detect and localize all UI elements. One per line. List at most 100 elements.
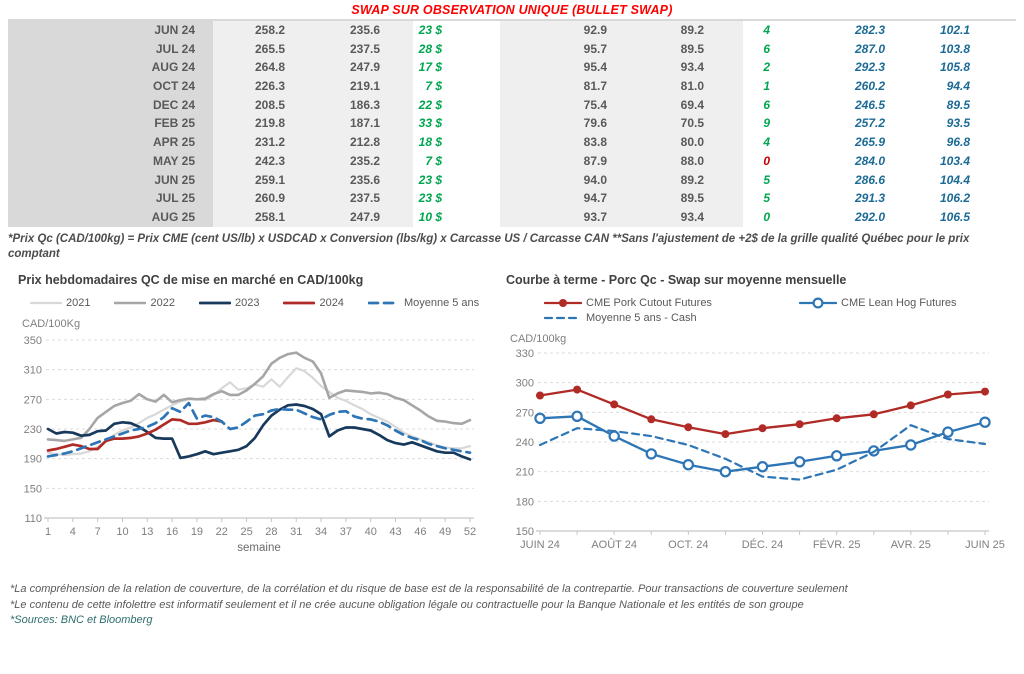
- row-month: JUN 25: [8, 170, 213, 190]
- svg-text:180: 180: [516, 497, 534, 509]
- row-value: 5: [763, 191, 770, 206]
- row-value: 92.9: [500, 21, 620, 40]
- svg-text:25: 25: [240, 526, 252, 538]
- row-value: 105.8: [939, 60, 970, 75]
- row-value: 10 $: [418, 209, 442, 224]
- svg-text:230: 230: [24, 424, 42, 436]
- row-value: 264.8: [213, 58, 298, 78]
- row-value: 258.1: [213, 207, 298, 227]
- svg-text:19: 19: [191, 526, 203, 538]
- row-value: 292.3: [854, 60, 885, 75]
- svg-text:JUIN 24: JUIN 24: [520, 539, 560, 551]
- svg-text:FÉVR. 25: FÉVR. 25: [813, 538, 861, 551]
- legend-label: Moyenne 5 ans: [403, 297, 480, 310]
- svg-text:13: 13: [141, 526, 153, 538]
- table-row: JUL 24 265.5 237.5 28 $ 95.7 89.5 6 287.0 103.8: [8, 39, 1016, 59]
- legend-item: 2024: [283, 297, 344, 309]
- svg-text:49: 49: [439, 526, 451, 538]
- row-value: 235.6: [298, 21, 413, 40]
- svg-text:JUIN 25: JUIN 25: [965, 539, 1005, 551]
- row-value: 260.9: [213, 189, 298, 208]
- svg-text:350: 350: [24, 335, 42, 347]
- row-value: 259.1: [213, 170, 298, 190]
- row-value: 80.0: [620, 133, 743, 152]
- row-month: JUL 24: [8, 39, 213, 59]
- table-row: APR 25 231.2 212.8 18 $ 83.8 80.0 4 265.9 96.8: [8, 133, 1016, 152]
- row-value: 231.2: [213, 133, 298, 152]
- row-value: 282.3: [854, 23, 885, 37]
- svg-text:52: 52: [464, 526, 476, 538]
- forward-chart-ylabel: CAD/100kg: [510, 333, 567, 346]
- row-value: 4: [763, 23, 770, 37]
- row-value: 9: [763, 116, 770, 131]
- svg-text:310: 310: [24, 365, 42, 377]
- sources-line: *Sources: BNC et Bloomberg: [10, 613, 153, 626]
- row-month: APR 25: [8, 133, 213, 152]
- weekly-chart-legend: 2021 2022 2023 2024 Moyenne 5 ans: [30, 297, 490, 309]
- row-value: 237.5: [298, 39, 413, 59]
- footnote-line: *La compréhension de la relation de couv…: [10, 583, 848, 596]
- table-title: SWAP SUR OBSERVATION UNIQUE (BULLET SWAP…: [351, 3, 673, 17]
- row-value: 226.3: [213, 77, 298, 96]
- row-value: 219.1: [298, 77, 413, 96]
- row-value: 7 $: [425, 79, 442, 94]
- forward-chart-title: Courbe à terme - Porc Qc - Swap sur moye…: [506, 273, 847, 288]
- row-value: 208.5: [213, 95, 298, 115]
- row-value: 257.2: [854, 116, 885, 131]
- svg-text:240: 240: [516, 437, 534, 449]
- legend-label: 2022: [150, 297, 175, 310]
- row-value: 81.7: [500, 77, 620, 96]
- row-value: 286.6: [854, 172, 885, 187]
- row-value: 89.5: [620, 39, 743, 59]
- row-value: 287.0: [854, 41, 885, 56]
- svg-text:210: 210: [516, 467, 534, 479]
- svg-text:22: 22: [216, 526, 228, 538]
- legend-item: Moyenne 5 ans: [367, 297, 480, 310]
- legend-label: 2023: [234, 297, 260, 310]
- svg-text:semaine: semaine: [237, 542, 280, 554]
- footnotes: *La compréhension de la relation de couv…: [10, 582, 1016, 628]
- svg-text:300: 300: [516, 378, 534, 390]
- svg-text:190: 190: [24, 454, 42, 466]
- svg-text:1: 1: [45, 526, 51, 538]
- row-value: 23 $: [418, 191, 442, 206]
- table-row: JUL 25 260.9 237.5 23 $ 94.7 89.5 5 291.3 106.2: [8, 189, 1016, 208]
- legend-item: 2021: [30, 297, 90, 309]
- swap-table: JUN 24 258.2 235.6 23 $92.9 89.2 4 282.3 102.1 J…: [8, 19, 1016, 227]
- row-value: 75.4: [500, 95, 620, 115]
- forward-chart-legend: CME Pork Cutout Futures CME Lean Hog Futu…: [544, 297, 1016, 324]
- row-value: 212.8: [298, 133, 413, 152]
- table-row: FEB 25 219.8 187.1 33 $ 79.6 70.5 9 257.2 93.5: [8, 114, 1016, 134]
- legend-item: 2022: [114, 297, 175, 310]
- forward-curve-chart: Courbe à terme - Porc Qc - Swap sur moye…: [506, 273, 1016, 566]
- row-value: 0: [763, 209, 770, 224]
- svg-text:AVR. 25: AVR. 25: [891, 539, 931, 551]
- row-value: 88.0: [620, 151, 743, 171]
- row-month: AUG 24: [8, 58, 213, 78]
- row-value: 237.5: [298, 189, 413, 208]
- row-value: 18 $: [418, 135, 442, 150]
- row-value: 94.0: [500, 170, 620, 190]
- row-value: 265.5: [213, 39, 298, 59]
- row-value: 89.2: [620, 21, 743, 40]
- row-value: 23 $: [418, 23, 442, 37]
- legend-item: 2023: [198, 297, 260, 310]
- weekly-chart-ylabel: CAD/100Kg: [22, 318, 81, 331]
- row-value: 2: [763, 60, 770, 75]
- row-value: 89.5: [946, 97, 970, 112]
- svg-text:DÉC. 24: DÉC. 24: [742, 538, 784, 551]
- row-value: 79.6: [500, 114, 620, 134]
- legend-label: Moyenne 5 ans - Cash: [586, 312, 697, 325]
- table-row: JUN 25 259.1 235.6 23 $ 94.0 89.2 5 286.6 104.4: [8, 170, 1016, 190]
- legend-item: Moyenne 5 ans - Cash: [544, 312, 799, 324]
- row-value: 95.7: [500, 39, 620, 59]
- table-row: AUG 25 258.1 247.9 10 $ 93.7 93.4 0 292.0 106.5: [8, 207, 1016, 227]
- legend-item: CME Lean Hog Futures: [799, 297, 1016, 309]
- svg-text:110: 110: [24, 513, 42, 525]
- table-row: MAY 25 242.3 235.2 7 $ 87.9 88.0 0 284.0 103.4: [8, 151, 1016, 171]
- row-value: 70.5: [620, 114, 743, 134]
- forward-curve-plot: 150 180 210 240 270 300 330 JUIN 24 AOÛT 24 OCT. …: [516, 348, 1005, 551]
- row-value: 93.5: [946, 116, 970, 131]
- row-value: 291.3: [854, 191, 885, 206]
